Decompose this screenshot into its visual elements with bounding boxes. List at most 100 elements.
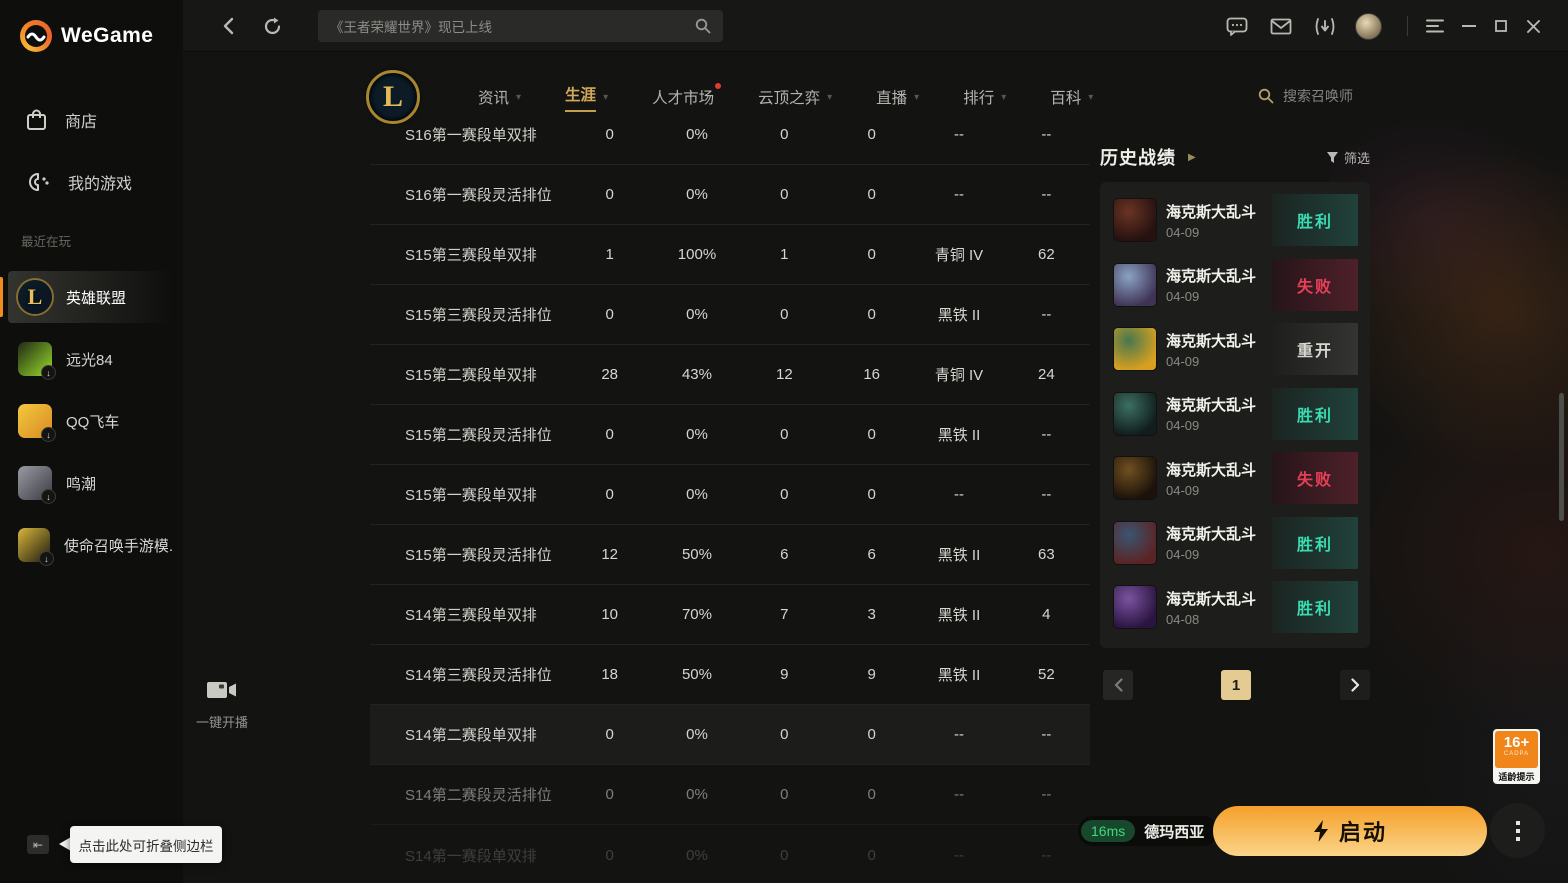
game-nav-tab[interactable]: 云顶之弈 ▾ <box>758 90 833 107</box>
sidebar-game-item[interactable]: L ↓ 英雄联盟 <box>8 271 174 323</box>
notification-dot <box>715 83 722 89</box>
stats-table-row[interactable]: S14第三赛段单双排 10 70% 7 3 黑铁 II 4 <box>370 585 1090 645</box>
page-scrollbar[interactable] <box>1559 393 1564 521</box>
stats-table-row[interactable]: S16第一赛段单双排 0 0% 0 0 -- -- <box>370 105 1090 165</box>
collapse-sidebar-button[interactable]: ⇤ <box>27 835 49 854</box>
global-search-input[interactable]: 《王者荣耀世界》现已上线 <box>318 10 723 42</box>
rank-tier: 黑铁 II <box>937 427 981 444</box>
match-mode: 海克斯大乱斗 <box>1166 203 1257 221</box>
league-points: -- <box>1041 426 1052 443</box>
game-name: 远光84 <box>66 351 113 369</box>
sidebar-item-store[interactable]: 商店 <box>0 100 183 140</box>
match-result-badge: 胜利 <box>1272 516 1358 569</box>
downloads-button[interactable] <box>1311 0 1339 52</box>
minimize-button[interactable] <box>1455 0 1483 52</box>
maximize-button[interactable] <box>1487 0 1515 52</box>
search-icon[interactable] <box>695 18 711 34</box>
losses: 0 <box>867 426 876 443</box>
server-ping-pill[interactable]: 16ms 德玛西亚 <box>1078 816 1219 846</box>
stats-table-row[interactable]: S15第一赛段单双排 0 0% 0 0 -- -- <box>370 465 1090 525</box>
close-button[interactable] <box>1519 0 1547 52</box>
close-icon <box>1526 19 1540 33</box>
pagination-prev-button[interactable] <box>1103 670 1133 700</box>
arrow-right-icon[interactable]: ▶ <box>1188 151 1196 163</box>
age-rating-badge: 16+ CADPA 适龄提示 <box>1493 729 1540 784</box>
main-menu-button[interactable] <box>1421 0 1449 52</box>
filter-button[interactable]: 筛选 <box>1326 148 1370 167</box>
league-points: 24 <box>1037 366 1055 383</box>
summoner-search-input[interactable]: 搜索召唤师 <box>1258 86 1353 106</box>
more-options-button[interactable] <box>1490 803 1545 858</box>
stats-table-row[interactable]: S15第二赛段灵活排位 0 0% 0 0 黑铁 II -- <box>370 405 1090 465</box>
wins: 12 <box>775 366 793 383</box>
wins: 0 <box>780 426 789 443</box>
career-stats-table: S16第一赛段单双排 0 0% 0 0 -- -- S16第一赛段灵活排位 0 … <box>370 105 1090 883</box>
messages-button[interactable] <box>1223 0 1251 52</box>
stats-table-row[interactable]: S15第三赛段单双排 1 100% 1 0 青铜 IV 62 <box>370 225 1090 285</box>
refresh-button[interactable] <box>259 0 285 52</box>
match-row[interactable]: 海克斯大乱斗 04-09 胜利 <box>1100 382 1370 447</box>
sidebar-game-item[interactable]: ↓ QQ飞车 <box>8 395 174 447</box>
match-row[interactable]: 海克斯大乱斗 04-09 失败 <box>1100 253 1370 318</box>
league-points: 63 <box>1037 546 1055 563</box>
collapse-tooltip: 点击此处可折叠侧边栏 <box>70 826 222 863</box>
champion-avatar <box>1114 586 1156 629</box>
rank-tier: 黑铁 II <box>937 667 981 684</box>
back-button[interactable] <box>215 0 241 52</box>
game-nav-tab[interactable]: 人才市场 <box>652 83 722 108</box>
match-row[interactable]: 海克斯大乱斗 04-09 胜利 <box>1100 511 1370 576</box>
wins: 1 <box>780 246 789 263</box>
games-count: 0 <box>605 186 614 203</box>
stats-table-row[interactable]: S15第一赛段灵活排位 12 50% 6 6 黑铁 II 63 <box>370 525 1090 585</box>
match-row[interactable]: 海克斯大乱斗 04-08 胜利 <box>1100 575 1370 640</box>
mail-button[interactable] <box>1267 0 1295 52</box>
pagination-current-page[interactable]: 1 <box>1221 670 1251 700</box>
download-badge-icon: ↓ <box>41 489 56 504</box>
launch-game-button[interactable]: 启动 <box>1213 806 1487 856</box>
season-name: S15第二赛段单双排 <box>405 367 537 384</box>
wins: 0 <box>780 486 789 503</box>
stats-table-row[interactable]: S14第一赛段单双排 0 0% 0 0 -- -- <box>370 825 1090 883</box>
wegame-logo: WeGame <box>20 20 154 52</box>
download-manager-icon <box>1315 17 1335 35</box>
match-date: 04-09 <box>1166 547 1200 563</box>
win-rate: 0% <box>686 186 708 203</box>
game-nav-tab[interactable]: 百科 ▾ <box>1050 90 1094 107</box>
match-row[interactable]: 海克斯大乱斗 04-09 失败 <box>1100 446 1370 511</box>
stats-table-row[interactable]: S15第二赛段单双排 28 43% 12 16 青铜 IV 24 <box>370 345 1090 405</box>
match-row[interactable]: 海克斯大乱斗 04-09 重开 <box>1100 317 1370 382</box>
match-row[interactable]: 海克斯大乱斗 04-09 胜利 <box>1100 188 1370 253</box>
games-count: 0 <box>605 126 614 143</box>
game-icon: L ↓ <box>18 280 52 314</box>
age-rating-label: 适龄提示 <box>1498 772 1535 782</box>
stats-table-row[interactable]: S14第二赛段灵活排位 0 0% 0 0 -- -- <box>370 765 1090 825</box>
stats-table-row[interactable]: S16第一赛段灵活排位 0 0% 0 0 -- -- <box>370 165 1090 225</box>
chevron-left-icon <box>1114 678 1123 692</box>
sidebar-game-item[interactable]: ↓ 使命召唤手游模... <box>8 519 174 571</box>
sidebar-game-item[interactable]: ↓ 远光84 <box>8 333 174 385</box>
win-rate: 0% <box>686 846 708 864</box>
game-nav-tab[interactable]: 资讯 ▾ <box>478 90 522 107</box>
chevron-down-icon: ▾ <box>1088 91 1094 103</box>
season-name: S14第三赛段单双排 <box>405 607 537 624</box>
stats-table-row[interactable]: S14第三赛段灵活排位 18 50% 9 9 黑铁 II 52 <box>370 645 1090 705</box>
pagination-next-button[interactable] <box>1340 670 1370 700</box>
league-points: -- <box>1041 486 1052 503</box>
sidebar-game-item[interactable]: ↓ 鸣潮 <box>8 457 174 509</box>
games-count: 0 <box>605 306 614 323</box>
stats-table-row[interactable]: S14第二赛段单双排 0 0% 0 0 -- -- <box>370 705 1090 765</box>
game-nav-tab[interactable]: 排行 ▾ <box>963 90 1007 107</box>
sidebar-item-my-games[interactable]: 我的游戏 <box>0 162 183 202</box>
user-avatar[interactable] <box>1355 13 1382 40</box>
collapse-icon: ⇤ <box>32 837 44 852</box>
game-name: QQ飞车 <box>66 413 120 431</box>
stream-label: 一键开播 <box>195 715 248 730</box>
game-name: 使命召唤手游模... <box>63 537 174 555</box>
stats-table-row[interactable]: S15第三赛段灵活排位 0 0% 0 0 黑铁 II -- <box>370 285 1090 345</box>
one-click-stream-button[interactable]: 一键开播 <box>190 680 254 731</box>
game-nav-tab[interactable]: 直播 ▾ <box>876 90 920 107</box>
season-name: S15第三赛段灵活排位 <box>405 307 552 324</box>
win-rate: 100% <box>677 246 717 263</box>
game-nav-tab[interactable]: 生涯 ▾ <box>565 83 608 112</box>
lol-logo: L <box>366 70 420 124</box>
